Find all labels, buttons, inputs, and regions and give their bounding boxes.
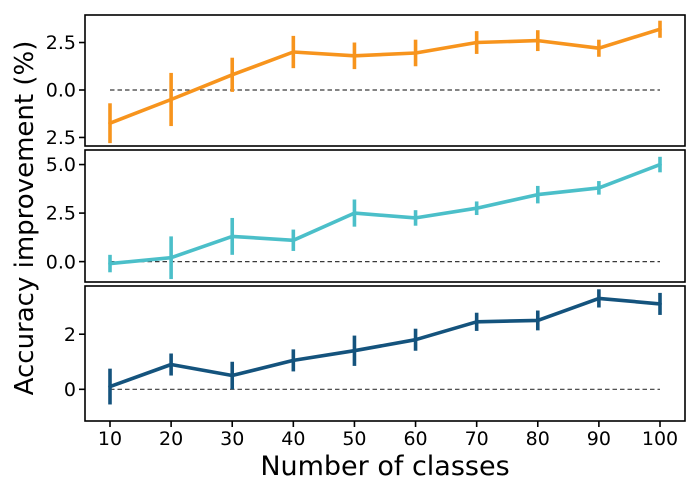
panel-spines <box>84 149 686 283</box>
y-axis-title: Accuracy improvement (%) <box>10 40 40 396</box>
series-line-top <box>108 27 662 125</box>
x-tick-label: 30 <box>220 428 244 450</box>
series-line-middle <box>108 162 662 266</box>
panel-spines <box>84 285 686 422</box>
panel-top: 2.5 0.0 2.5 <box>46 14 686 149</box>
x-tick-label: 50 <box>342 428 366 450</box>
x-axis: 10 20 30 40 50 60 70 80 90 100 <box>98 421 678 450</box>
y-tick-label: 5.0 <box>46 154 76 176</box>
x-tick-label: 20 <box>159 428 183 450</box>
y-tick-label: 0.0 <box>46 80 76 102</box>
x-tick-label: 70 <box>465 428 489 450</box>
x-tick-label: 10 <box>98 428 122 450</box>
x-tick-label: 80 <box>526 428 550 450</box>
x-axis-title: Number of classes <box>260 451 510 482</box>
x-tick-label: 90 <box>587 428 611 450</box>
x-tick-label: 60 <box>403 428 427 450</box>
y-tick-label: 2.5 <box>46 32 76 54</box>
panel-middle: 5.0 2.5 0.0 <box>46 149 686 283</box>
panel-background <box>85 286 685 421</box>
x-tick-label: 100 <box>642 428 678 450</box>
y-tick-label: 0 <box>64 379 76 401</box>
panel-background <box>85 15 685 146</box>
y-tick-label: 2.5 <box>46 203 76 225</box>
series-line-bottom <box>108 296 662 389</box>
x-tick-label: 40 <box>281 428 305 450</box>
y-tick-label: 2.5 <box>46 127 76 149</box>
y-tick-label: 2 <box>64 324 76 346</box>
panel-spines <box>84 14 686 147</box>
panel-bottom: 20 <box>64 285 686 422</box>
y-tick-label: 0.0 <box>46 251 76 273</box>
